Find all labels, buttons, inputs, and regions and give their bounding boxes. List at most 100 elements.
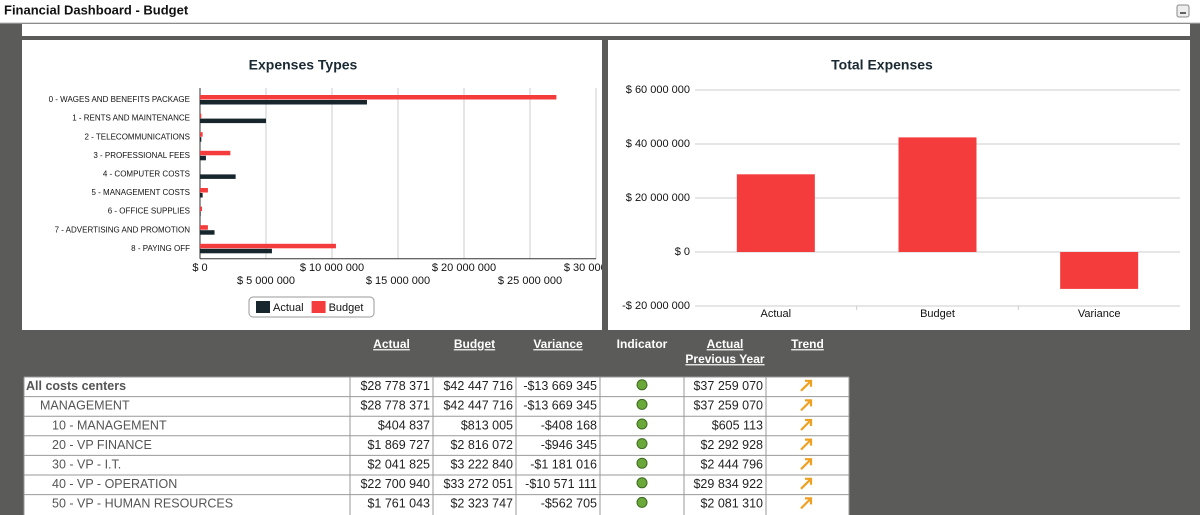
category-label: 2 - TELECOMMUNICATIONS [85, 132, 191, 141]
trend-icon [800, 438, 813, 451]
y-tick-label: $ 60 000 000 [626, 84, 690, 96]
cell: $2 816 072 [450, 438, 513, 452]
legend-label: Budget [329, 302, 364, 314]
left-panel [22, 40, 602, 330]
bar [200, 113, 202, 119]
cell: $2 292 928 [700, 438, 763, 452]
indicator-icon [636, 457, 648, 469]
cell: $2 323 747 [450, 497, 513, 511]
cell: $42 447 716 [443, 379, 513, 393]
indicator-icon [636, 418, 648, 430]
cell: $42 447 716 [443, 399, 513, 413]
expenses-types-chart: Expenses Types $ 0 $ 5 000 000 $ 10 000 000… [49, 57, 628, 318]
cell: $2 041 825 [367, 457, 430, 471]
bar [200, 132, 203, 137]
cell: $28 778 371 [360, 399, 430, 413]
legend-swatch [256, 301, 270, 313]
row-name: 40 - VP - OPERATION [52, 477, 177, 491]
column-header: Indicator [617, 337, 668, 351]
y-tick-label: -$ 20 000 000 [622, 300, 690, 312]
legend-box [248, 296, 375, 318]
cell: $1 869 727 [367, 438, 430, 452]
cell: $1 761 043 [367, 497, 430, 511]
cell: -$1 181 016 [530, 457, 597, 471]
indicator-icon [636, 477, 648, 489]
title-bar [0, 0, 1200, 23]
bar [200, 248, 272, 254]
cell: $404 837 [378, 418, 430, 432]
cell: -$408 168 [541, 418, 597, 432]
cell: $37 259 070 [693, 379, 763, 393]
bar [200, 188, 208, 193]
bar [200, 155, 206, 161]
cell: $29 834 922 [693, 477, 763, 491]
row-name: MANAGEMENT [40, 399, 130, 413]
x-tick-label: Budget [920, 308, 955, 320]
x-tick-label: $ 5 000 000 [237, 275, 295, 287]
cell: $2 081 310 [700, 497, 763, 511]
category-label: 8 - PAYING OFF [131, 244, 190, 253]
cell: -$13 669 345 [523, 379, 597, 393]
row-name: All costs centers [26, 379, 126, 393]
chart-title: Expenses Types [249, 57, 358, 73]
x-tick-label: Variance [1078, 308, 1121, 320]
x-tick-label: $ 20 000 000 [432, 262, 496, 274]
x-tick-label: $ 30 000 000 [564, 262, 628, 274]
category-label: 6 - OFFICE SUPPLIES [108, 207, 190, 216]
row-name: 10 - MANAGEMENT [52, 418, 167, 432]
total-expenses-chart: Total Expenses -$ 20 000 000 $ 0 $ 20 000 0… [622, 57, 1180, 320]
bar [200, 211, 201, 217]
table-body [24, 377, 849, 515]
y-tick-label: $ 20 000 000 [626, 192, 690, 204]
bar [200, 137, 202, 142]
bar [200, 225, 208, 230]
bar [200, 150, 231, 156]
column-header: Budget [454, 337, 495, 351]
row-name: 50 - VP - HUMAN RESOURCES [52, 497, 233, 511]
bar [736, 174, 815, 252]
panel-strip [22, 24, 1190, 36]
category-label: 3 - PROFESSIONAL FEES [93, 151, 190, 160]
trend-icon [800, 379, 813, 392]
cell: -$562 705 [541, 497, 597, 511]
column-header: Actual [373, 337, 410, 351]
chart-title: Total Expenses [831, 57, 933, 73]
legend-swatch [311, 301, 326, 313]
bar [200, 230, 215, 235]
cell: $2 444 796 [700, 457, 763, 471]
cell: $28 778 371 [360, 379, 430, 393]
indicator-icon [636, 379, 648, 391]
row-name: 30 - VP - I.T. [52, 457, 121, 471]
cell: $3 222 840 [450, 457, 513, 471]
trend-icon [800, 497, 813, 510]
row-name: 20 - VP FINANCE [52, 438, 152, 452]
category-label: 4 - COMPUTER COSTS [103, 170, 190, 179]
category-label: 7 - ADVERTISING AND PROMOTION [55, 225, 191, 234]
cell: -$10 571 111 [525, 477, 597, 491]
bar [200, 243, 336, 249]
cell: -$946 345 [541, 438, 597, 452]
category-label: 1 - RENTS AND MAINTENANCE [72, 114, 190, 123]
cell: $813 005 [461, 418, 513, 432]
bar [1060, 252, 1139, 289]
y-tick-label: $ 0 [675, 246, 690, 258]
bar [898, 137, 977, 252]
x-tick-label: Actual [761, 308, 792, 320]
bar [200, 95, 557, 100]
minimize-button[interactable] [1176, 4, 1190, 18]
column-header: Trend [791, 337, 824, 351]
category-label: 5 - MANAGEMENT COSTS [91, 188, 190, 197]
cell: $22 700 940 [360, 477, 430, 491]
bar [200, 118, 266, 124]
category-label: 0 - WAGES AND BENEFITS PACKAGE [49, 95, 190, 104]
bar [200, 206, 202, 212]
bar [200, 100, 367, 105]
indicator-icon [636, 438, 648, 450]
x-tick-label: $ 15 000 000 [366, 275, 430, 287]
indicator-icon [636, 496, 648, 508]
indicator-icon [636, 398, 648, 410]
table: Actual Budget Variance Indicator ActualPrevi… [23, 337, 850, 515]
column-header: Previous Year [685, 352, 764, 366]
bar [200, 193, 203, 198]
